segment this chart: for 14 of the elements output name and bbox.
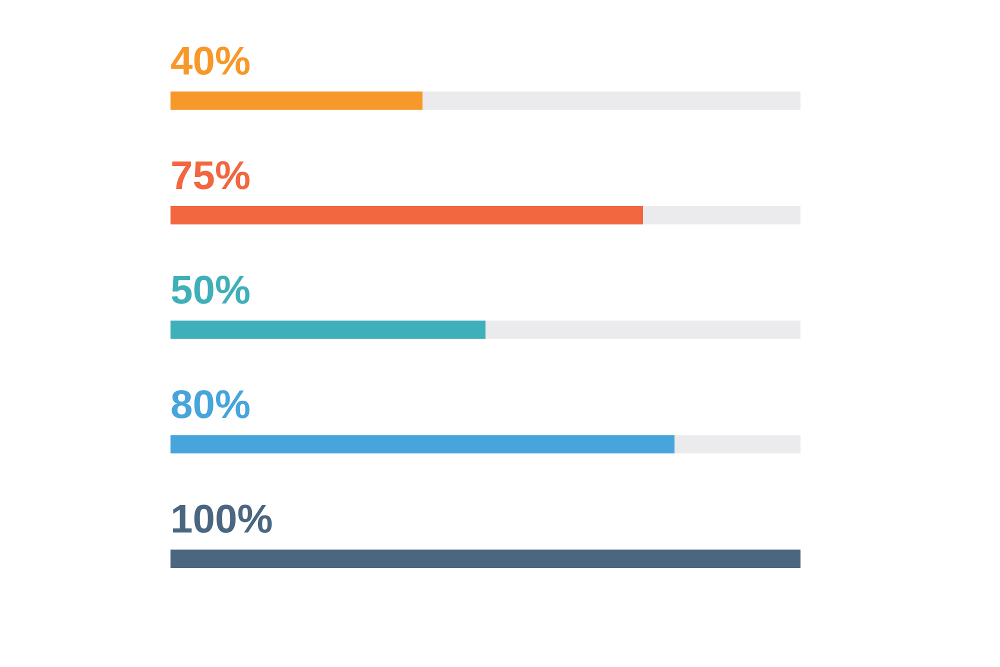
- data-label: 75%: [170, 154, 251, 198]
- data-label: 100%: [170, 498, 273, 542]
- data-label: 50%: [170, 268, 251, 313]
- bar: [170, 206, 643, 224]
- bar: [486, 320, 800, 339]
- bar: [170, 92, 422, 110]
- bar: [643, 206, 800, 224]
- data-label: 40%: [170, 39, 251, 84]
- bar: [674, 435, 800, 454]
- bar: [170, 320, 486, 339]
- bar: [170, 550, 800, 568]
- bar: [422, 92, 800, 110]
- data-label: 80%: [170, 383, 251, 428]
- bar: [170, 435, 674, 454]
